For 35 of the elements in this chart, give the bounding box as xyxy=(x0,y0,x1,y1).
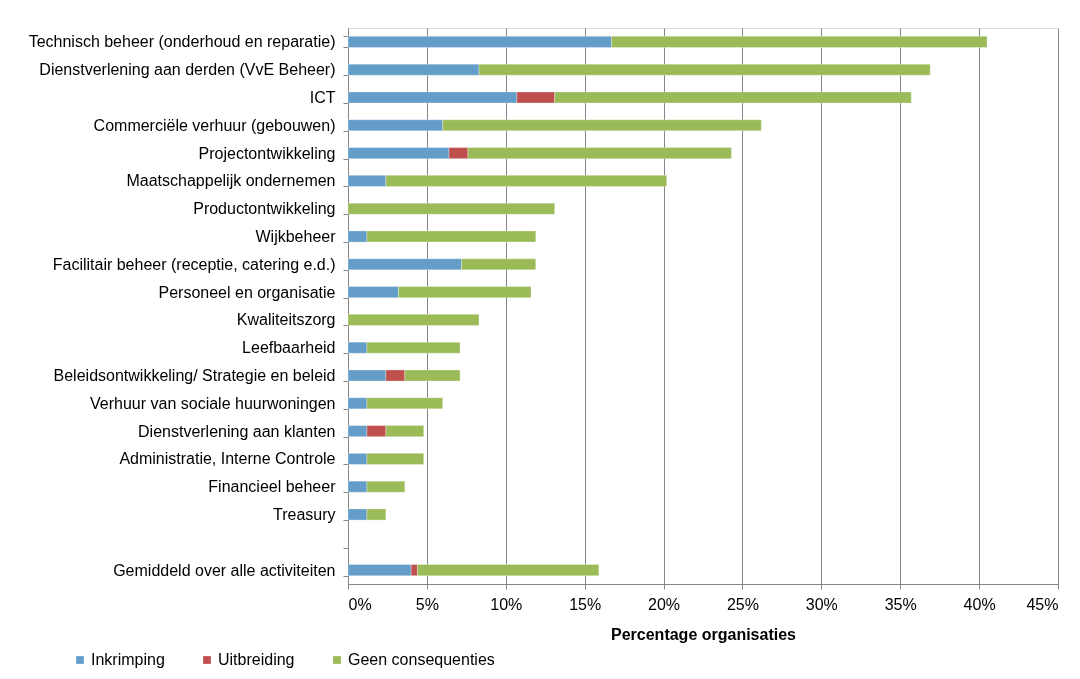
x-axis-title: Percentage organisaties xyxy=(611,625,797,643)
y-tick-label: Financieel beheer xyxy=(208,478,337,496)
x-tick-label: 10% xyxy=(490,595,523,613)
x-tick-label: 25% xyxy=(726,595,759,613)
y-tick-label: Administratie, Interne Controle xyxy=(119,450,336,468)
y-tick-label: Dienstverlening aan klanten xyxy=(138,422,336,440)
x-tick-label: 20% xyxy=(648,595,681,613)
x-tick-label: 45% xyxy=(1026,595,1059,613)
y-tick-label: Leefbaarheid xyxy=(242,339,336,357)
bar xyxy=(347,314,480,326)
y-tick-label: Personeel en organisatie xyxy=(158,283,336,301)
legend-label: Geen consequenties xyxy=(348,651,495,668)
x-tick-label: 15% xyxy=(569,595,602,613)
y-tick-label: Gemiddeld over alle activiteiten xyxy=(113,561,336,579)
y-tick-label: Beleidsontwikkeling/ Strategie en beleid xyxy=(53,367,336,384)
y-tick-label: Projectontwikkeling xyxy=(198,144,336,162)
x-tick-label: 30% xyxy=(805,595,838,613)
x-tick-label: 40% xyxy=(963,595,996,613)
bar xyxy=(347,202,555,215)
y-tick-label: Kwaliteitszorg xyxy=(236,311,336,329)
y-tick-label: Technisch beheer (onderhoud en reparatie) xyxy=(28,33,336,51)
x-tick-label: 0% xyxy=(348,595,372,613)
legend-label: Uitbreiding xyxy=(218,651,295,668)
legend-label: Inkrimping xyxy=(91,651,165,668)
y-tick-label: Wijkbeheer xyxy=(255,228,337,245)
y-tick-label: Dienstverlening aan derden (VvE Beheer) xyxy=(39,61,336,79)
y-tick-label: Commerciële verhuur (gebouwen) xyxy=(93,116,336,134)
x-tick-label: 5% xyxy=(415,595,439,613)
y-tick-label: Maatschappelijk ondernemen xyxy=(126,172,336,190)
x-tick-label: 35% xyxy=(884,595,917,613)
y-tick-label: Verhuur van sociale huurwoningen xyxy=(90,394,336,412)
y-tick-label: ICT xyxy=(309,89,336,106)
y-tick-label: Treasury xyxy=(272,506,336,523)
y-tick-label: Productontwikkeling xyxy=(193,200,336,218)
y-tick-label: Facilitair beheer (receptie, catering e.d.) xyxy=(52,255,336,273)
